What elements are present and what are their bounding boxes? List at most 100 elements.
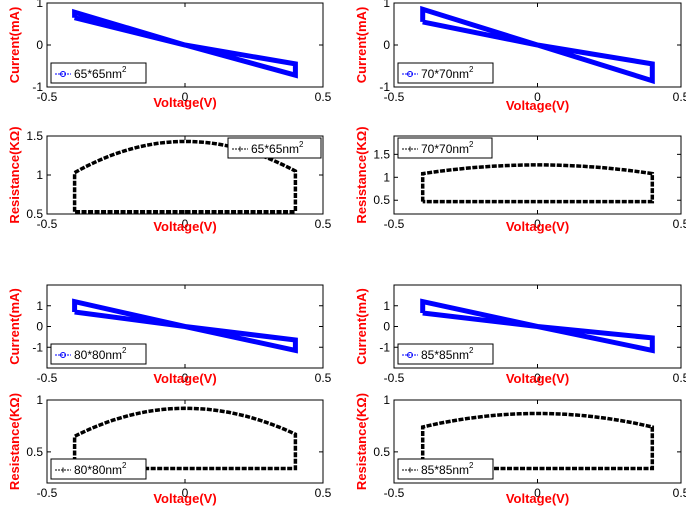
iv-loop-series: [72, 8, 298, 79]
legend: 85*85nm2: [397, 343, 494, 365]
x-tick-label: -0.5: [384, 371, 405, 385]
legend-label-superscript: 2: [122, 65, 127, 74]
y-tick-label: 0.5: [26, 445, 43, 459]
y-tick-label: 0.5: [373, 193, 390, 207]
chart-panel: -0.5 0 0.5 0.5 1 Voltage(V) Resistance(KΩ) 85*8…: [354, 393, 686, 506]
chart-panel: -0.5 0 0.5 -1 0 1 Voltage(V) Current(mA) 85*85nm…: [354, 284, 686, 386]
resistance-series: [72, 139, 298, 214]
legend-label: 65*65nm2: [251, 140, 304, 156]
legend-marker: [407, 352, 413, 358]
y-tick-label: 0.5: [373, 445, 390, 459]
x-tick-label: 0: [182, 486, 189, 500]
x-tick-label: -0.5: [37, 90, 58, 104]
legend-label: 65*65nm2: [74, 65, 127, 81]
x-axis-label: Voltage(V): [153, 371, 216, 386]
y-tick-label: 1: [36, 299, 43, 313]
resistance-series: [420, 411, 655, 471]
chart-panel: -0.5 0 0.5 0.5 1 Voltage(V) Resistance(KΩ) 80*8…: [7, 393, 332, 506]
iv-loop-series: [420, 5, 655, 85]
x-axis-label: Voltage(V): [153, 491, 216, 506]
y-tick-label: 1: [36, 168, 43, 182]
y-axis-label: Current(mA): [354, 7, 369, 84]
y-tick-label: 0: [383, 320, 390, 334]
x-tick-label: 0: [534, 486, 541, 500]
x-axis-label: Voltage(V): [506, 219, 569, 234]
x-axis-label: Voltage(V): [506, 98, 569, 113]
legend: 65*65nm2: [227, 137, 322, 159]
legend-label: 85*85nm2: [421, 346, 474, 362]
y-axis-label: Resistance(KΩ): [7, 126, 22, 223]
x-tick-label: -0.5: [37, 486, 58, 500]
x-tick-label: 0: [182, 217, 189, 231]
x-tick-label: 0: [182, 90, 189, 104]
y-tick-label: -1: [379, 80, 390, 94]
legend-box: [50, 343, 147, 365]
x-tick-label: 0.5: [315, 90, 332, 104]
y-tick-label: 1.5: [26, 129, 43, 143]
y-tick-label: 1: [383, 0, 390, 10]
chart-panel: -0.5 0 0.5 -1 0 1 Voltage(V) Current(mA) 70*70nm…: [354, 0, 686, 113]
legend-marker: [60, 352, 66, 358]
legend-marker: [407, 71, 413, 77]
x-tick-label: -0.5: [384, 486, 405, 500]
legend-label-superscript: 2: [469, 461, 474, 470]
legend-label: 85*85nm2: [421, 461, 474, 477]
y-tick-label: -1: [32, 340, 43, 354]
legend-box: [397, 343, 494, 365]
y-axis-label: Current(mA): [354, 288, 369, 365]
iv-loop-series: [72, 298, 298, 354]
x-tick-label: 0.5: [315, 486, 332, 500]
iv-loop-series: [420, 298, 655, 354]
x-tick-label: 0: [534, 217, 541, 231]
y-tick-label: 0: [383, 38, 390, 52]
y-tick-label: 1.5: [373, 147, 390, 161]
legend-label: 80*80nm2: [74, 461, 127, 477]
legend-box: [50, 62, 147, 84]
x-tick-label: 0.5: [673, 371, 686, 385]
x-tick-label: -0.5: [384, 217, 405, 231]
y-tick-label: 0: [36, 38, 43, 52]
legend: 80*80nm2: [50, 458, 147, 480]
y-axis-label: Resistance(KΩ): [354, 393, 369, 490]
legend: 65*65nm2: [50, 62, 147, 84]
y-tick-label: 0: [36, 320, 43, 334]
y-tick-label: 1: [36, 0, 43, 10]
legend-label-superscript: 2: [469, 346, 474, 355]
y-tick-label: 1: [383, 299, 390, 313]
legend-label: 70*70nm2: [421, 140, 474, 156]
legend-box: [227, 137, 322, 159]
legend: 85*85nm2: [397, 458, 494, 480]
legend-label-superscript: 2: [122, 346, 127, 355]
legend-label: 80*80nm2: [74, 346, 127, 362]
legend: 70*70nm2: [397, 62, 494, 84]
x-tick-label: 0.5: [315, 371, 332, 385]
x-tick-label: 0: [534, 371, 541, 385]
legend-label-superscript: 2: [122, 461, 127, 470]
y-tick-label: 1: [383, 393, 390, 407]
x-tick-label: 0.5: [673, 90, 686, 104]
x-tick-label: 0: [534, 90, 541, 104]
y-tick-label: -1: [32, 80, 43, 94]
x-axis-label: Voltage(V): [506, 491, 569, 506]
y-tick-label: 1: [383, 170, 390, 184]
x-tick-label: 0: [182, 371, 189, 385]
legend-marker: [60, 71, 66, 77]
resistance-series: [72, 406, 298, 471]
y-tick-label: -1: [379, 340, 390, 354]
x-tick-label: -0.5: [384, 90, 405, 104]
chart-panel: -0.5 0 0.5 -1 0 1 Voltage(V) Current(mA) 65*65nm…: [7, 0, 332, 110]
legend-label: 70*70nm2: [421, 65, 474, 81]
legend: 80*80nm2: [50, 343, 147, 365]
x-tick-label: 0.5: [315, 217, 332, 231]
legend-box: [397, 62, 494, 84]
chart-panel: -0.5 0 0.5 0.5 1 1.5 Voltage(V) Resistance(KΩ) 7…: [354, 126, 686, 234]
x-axis-label: Voltage(V): [153, 219, 216, 234]
chart-panel: -0.5 0 0.5 -1 0 1 Voltage(V) Current(mA) 80*80nm…: [7, 284, 332, 386]
y-axis-label: Current(mA): [7, 7, 22, 84]
x-tick-label: -0.5: [37, 217, 58, 231]
chart-panel: -0.5 0 0.5 0.5 1 1.5 Voltage(V) Resistance(KΩ) 6…: [7, 126, 332, 234]
y-axis-label: Current(mA): [7, 288, 22, 365]
x-tick-label: -0.5: [37, 371, 58, 385]
y-axis-label: Resistance(KΩ): [354, 126, 369, 223]
